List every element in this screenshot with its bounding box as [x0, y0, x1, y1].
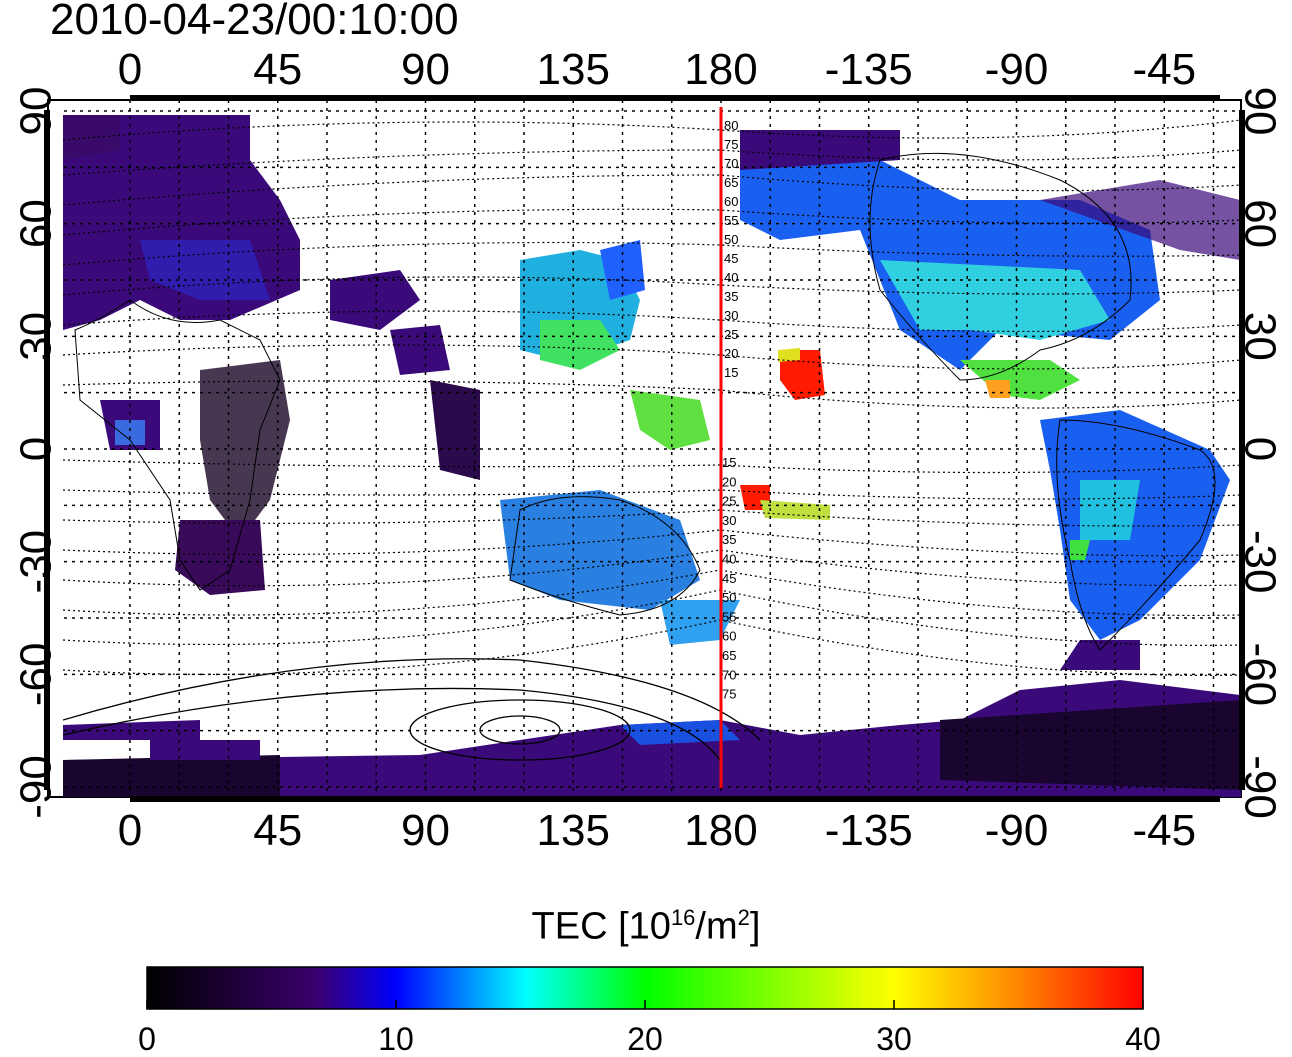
- right-axis-bar: [1239, 110, 1245, 790]
- y-tick-label: 30: [1236, 312, 1285, 361]
- x-tick-label: 0: [118, 806, 142, 855]
- polar-contours: [63, 658, 761, 761]
- contour-label: 30: [724, 308, 738, 323]
- y-tick-label: 60: [1236, 199, 1285, 248]
- y-tick-label: -90: [1236, 755, 1285, 819]
- y-tick-label: 90: [1236, 87, 1285, 136]
- left-axis-bar: [44, 110, 50, 790]
- contour-label: 15: [722, 455, 736, 470]
- x-tick-label: 45: [253, 45, 302, 94]
- y-tick-labels-left: 90 60 30 0 -30 -60 -90: [12, 87, 61, 819]
- y-tick-label: 0: [1236, 437, 1285, 461]
- x-tick-label: 135: [537, 45, 610, 94]
- y-tick-label: 30: [12, 312, 61, 361]
- contour-label: 55: [724, 213, 738, 228]
- contour-label: 80: [724, 118, 738, 133]
- colorbar-label: TEC [1016/m2]: [531, 905, 761, 948]
- x-tick-label: 0: [118, 45, 142, 94]
- contour-label: 65: [722, 648, 736, 663]
- bottom-axis-bar: [130, 796, 1220, 802]
- colorbar-tick-label: 0: [138, 1021, 156, 1057]
- y-tick-label: -30: [12, 530, 61, 594]
- contour-label: 40: [724, 270, 738, 285]
- tec-data-layer: [63, 115, 1241, 797]
- contour-label: 50: [724, 232, 738, 247]
- x-tick-label: 90: [401, 806, 450, 855]
- contour-label: 45: [724, 251, 738, 266]
- contour-label: 20: [722, 474, 736, 489]
- colorbar-tick-label: 10: [378, 1021, 414, 1057]
- x-tick-label: 90: [401, 45, 450, 94]
- contour-label: 45: [722, 571, 736, 586]
- contour-label: 15: [724, 365, 738, 380]
- contour-label: 75: [722, 687, 736, 702]
- colorbar-tick-label: 30: [876, 1021, 912, 1057]
- contour-label: 65: [724, 175, 738, 190]
- contour-label: 25: [724, 327, 738, 342]
- colorbar-tick-label: 40: [1125, 1021, 1161, 1057]
- colorbar-ticks: 0 10 20 30 40: [138, 1000, 1161, 1057]
- contour-label: 20: [724, 346, 738, 361]
- y-tick-label: -60: [12, 643, 61, 707]
- contour-label: 60: [724, 194, 738, 209]
- magnetic-contours: [63, 119, 1241, 676]
- x-tick-label: 135: [537, 806, 610, 855]
- y-tick-label: -60: [1236, 643, 1285, 707]
- contour-label: 70: [722, 667, 736, 682]
- contour-label: 75: [724, 137, 738, 152]
- colorbar-tick-label: 20: [627, 1021, 663, 1057]
- contour-label: 30: [722, 513, 736, 528]
- y-tick-label: 0: [12, 437, 61, 461]
- map-title: 2010-04-23/00:10:00: [50, 0, 459, 44]
- x-tick-label: -45: [1132, 45, 1196, 94]
- x-tick-label: 180: [684, 45, 757, 94]
- x-tick-labels-bottom: 0 45 90 135 180 -135 -90 -45: [118, 806, 1196, 855]
- x-tick-label: -135: [825, 806, 913, 855]
- y-tick-labels-right: 90 60 30 0 -30 -60 -90: [1236, 87, 1285, 819]
- contour-label: 25: [722, 494, 736, 509]
- x-tick-label: 45: [253, 806, 302, 855]
- x-tick-label: -90: [985, 806, 1049, 855]
- contour-label: 60: [722, 629, 736, 644]
- contour-label: 35: [722, 532, 736, 547]
- top-axis-bar: [130, 95, 1220, 101]
- contour-label: 40: [722, 552, 736, 567]
- x-tick-label: -135: [825, 45, 913, 94]
- contour-label: 55: [722, 609, 736, 624]
- contour-labels: 80 75 70 65 60 55 50 45 40 35 30 25 20 15 15 20 25 30 35 40…: [722, 118, 738, 702]
- y-tick-label: 90: [12, 87, 61, 136]
- contour-label: 35: [724, 289, 738, 304]
- contour-label: 70: [724, 156, 738, 171]
- contour-label: 50: [722, 590, 736, 605]
- y-tick-label: -30: [1236, 530, 1285, 594]
- x-tick-label: -90: [985, 45, 1049, 94]
- y-tick-label: 60: [12, 199, 61, 248]
- x-tick-label: 180: [684, 806, 757, 855]
- x-tick-labels-top: 0 45 90 135 180 -135 -90 -45: [118, 45, 1196, 94]
- coastlines: [74, 152, 1216, 651]
- y-tick-label: -90: [12, 755, 61, 819]
- x-tick-label: -45: [1132, 806, 1196, 855]
